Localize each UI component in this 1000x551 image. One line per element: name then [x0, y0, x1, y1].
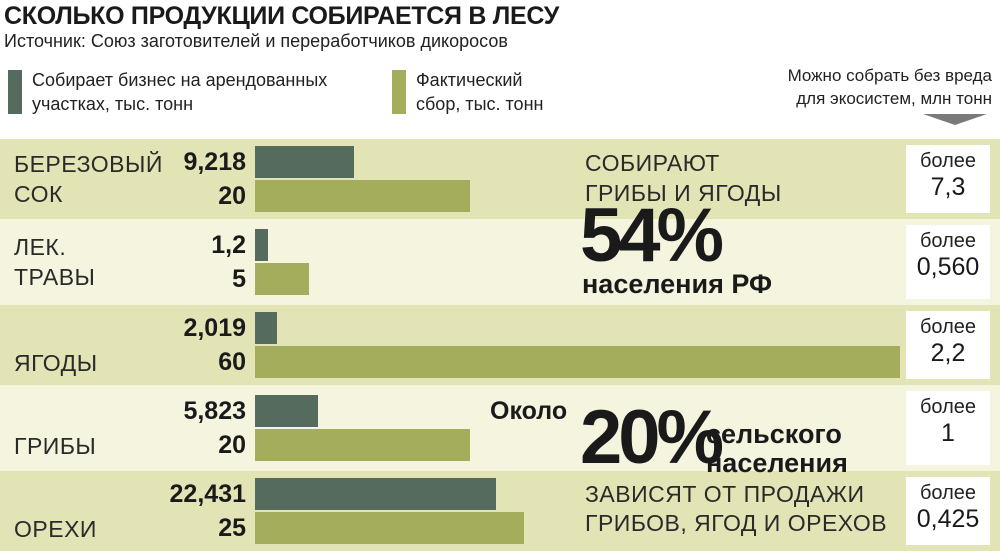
legend-series2-line2: сбор, тыс. тонн	[416, 94, 544, 114]
callout-20-bottom: ЗАВИСЯТ ОТ ПРОДАЖИ ГРИБОВ, ЯГОД И ОРЕХОВ	[585, 480, 887, 538]
sustainable-capacity-prefix: более	[919, 396, 977, 418]
sustainable-capacity-value: 0,425	[916, 505, 980, 533]
data-label-series1: 5,823	[183, 397, 246, 425]
down-arrow-icon	[923, 114, 987, 125]
callout-20-side-line1: сельского	[706, 419, 842, 449]
callout-20-big: 20%	[580, 395, 724, 480]
sustainable-capacity-box: более 2,2	[906, 311, 990, 379]
row-band: ГРИБЫ 5,823 20 более 1	[0, 385, 1000, 471]
bar-series2	[255, 346, 900, 378]
data-label-series1: 22,431	[169, 480, 246, 508]
bar-series1	[255, 146, 355, 178]
bar-series2	[255, 263, 309, 295]
row-band: ЛЕК. ТРАВЫ 1,2 5 более 0,560	[0, 219, 1000, 305]
callout-20-bottom-line1: ЗАВИСЯТ ОТ ПРОДАЖИ	[585, 481, 865, 507]
callout-54-top-line1: СОБИРАЮТ	[585, 150, 720, 176]
bar-series1	[255, 229, 268, 261]
callout-54-top-line2: ГРИБЫ И ЯГОДЫ	[585, 180, 782, 206]
data-label-series1: 9,218	[183, 148, 246, 176]
category-label-line1: БЕРЕЗОВЫЙ	[14, 151, 163, 177]
data-label-series2: 25	[218, 514, 246, 542]
callout-20-prefix: Около	[490, 397, 568, 425]
row-band: БЕРЕЗОВЫЙ СОК 9,218 20 более 7,3	[0, 139, 1000, 219]
sustainable-capacity-prefix: более	[919, 150, 977, 172]
data-label-series2: 20	[218, 182, 246, 210]
sustainable-capacity-value: 2,2	[930, 339, 966, 367]
category-label-line1: ЛЕК.	[14, 234, 67, 260]
category-label: ЯГОДЫ	[14, 350, 98, 376]
sustainable-capacity-value: 0,560	[916, 253, 980, 281]
data-label-series2: 20	[218, 431, 246, 459]
legend-series1: Собирает бизнес на арендованных участках…	[8, 68, 327, 116]
box-column-note-line2: для экосистем, млн тонн	[796, 89, 992, 108]
sustainable-capacity-box: более 7,3	[906, 145, 990, 213]
sustainable-capacity-value: 1	[941, 419, 955, 447]
sustainable-capacity-prefix: более	[919, 482, 977, 504]
callout-54-top: СОБИРАЮТ ГРИБЫ И ЯГОДЫ	[585, 148, 782, 208]
callout-54-big: 54%	[580, 193, 724, 278]
bar-series2	[255, 180, 470, 212]
callout-20-side-line2: населения	[706, 448, 848, 478]
data-label-series1: 1,2	[211, 231, 246, 259]
legend-swatch-series1	[8, 70, 22, 114]
sustainable-capacity-value: 7,3	[930, 173, 966, 201]
sustainable-capacity-prefix: более	[919, 316, 977, 338]
category-label: БЕРЕЗОВЫЙ СОК	[14, 149, 163, 209]
data-label-series2: 60	[218, 348, 246, 376]
sustainable-capacity-box: более 1	[906, 391, 990, 465]
bar-series2	[255, 512, 524, 544]
sustainable-capacity-prefix: более	[919, 230, 977, 252]
callout-54-bottom: населения РФ	[582, 269, 773, 299]
callout-20-bottom-line2: ГРИБОВ, ЯГОД И ОРЕХОВ	[585, 510, 888, 536]
data-label-series2: 5	[232, 265, 246, 293]
category-label-line2: СОК	[14, 181, 63, 207]
legend-series1-line2: участках, тыс. тонн	[32, 94, 194, 114]
row-band: ОРЕХИ 22,431 25 более 0,425	[0, 471, 1000, 551]
box-column-note: Можно собрать без вреда для экосистем, м…	[742, 64, 992, 110]
chart-title: СКОЛЬКО ПРОДУКЦИИ СОБИРАЕТСЯ В ЛЕСУ	[4, 2, 560, 30]
bar-series1	[255, 395, 318, 427]
category-label: ЛЕК. ТРАВЫ	[14, 232, 95, 292]
sustainable-capacity-box: более 0,425	[906, 477, 990, 545]
chart-source: Источник: Союз заготовителей и переработ…	[4, 31, 508, 51]
bar-series2	[255, 429, 470, 461]
row-band: ЯГОДЫ 2,019 60 более 2,2	[0, 305, 1000, 385]
legend-swatch-series2	[392, 70, 406, 114]
bar-series1	[255, 478, 497, 510]
bar-series1	[255, 312, 277, 344]
legend-series2: Фактический сбор, тыс. тонн	[392, 68, 543, 116]
category-label-line2: ТРАВЫ	[14, 264, 96, 290]
sustainable-capacity-box: более 0,560	[906, 225, 990, 299]
category-label: ОРЕХИ	[14, 516, 97, 542]
legend-series2-line1: Фактический	[416, 70, 523, 90]
data-label-series1: 2,019	[183, 314, 246, 342]
legend-series1-line1: Собирает бизнес на арендованных	[32, 70, 328, 90]
category-label: ГРИБЫ	[14, 433, 97, 459]
box-column-note-line1: Можно собрать без вреда	[787, 66, 992, 85]
callout-20-side: сельского населения	[706, 420, 848, 478]
